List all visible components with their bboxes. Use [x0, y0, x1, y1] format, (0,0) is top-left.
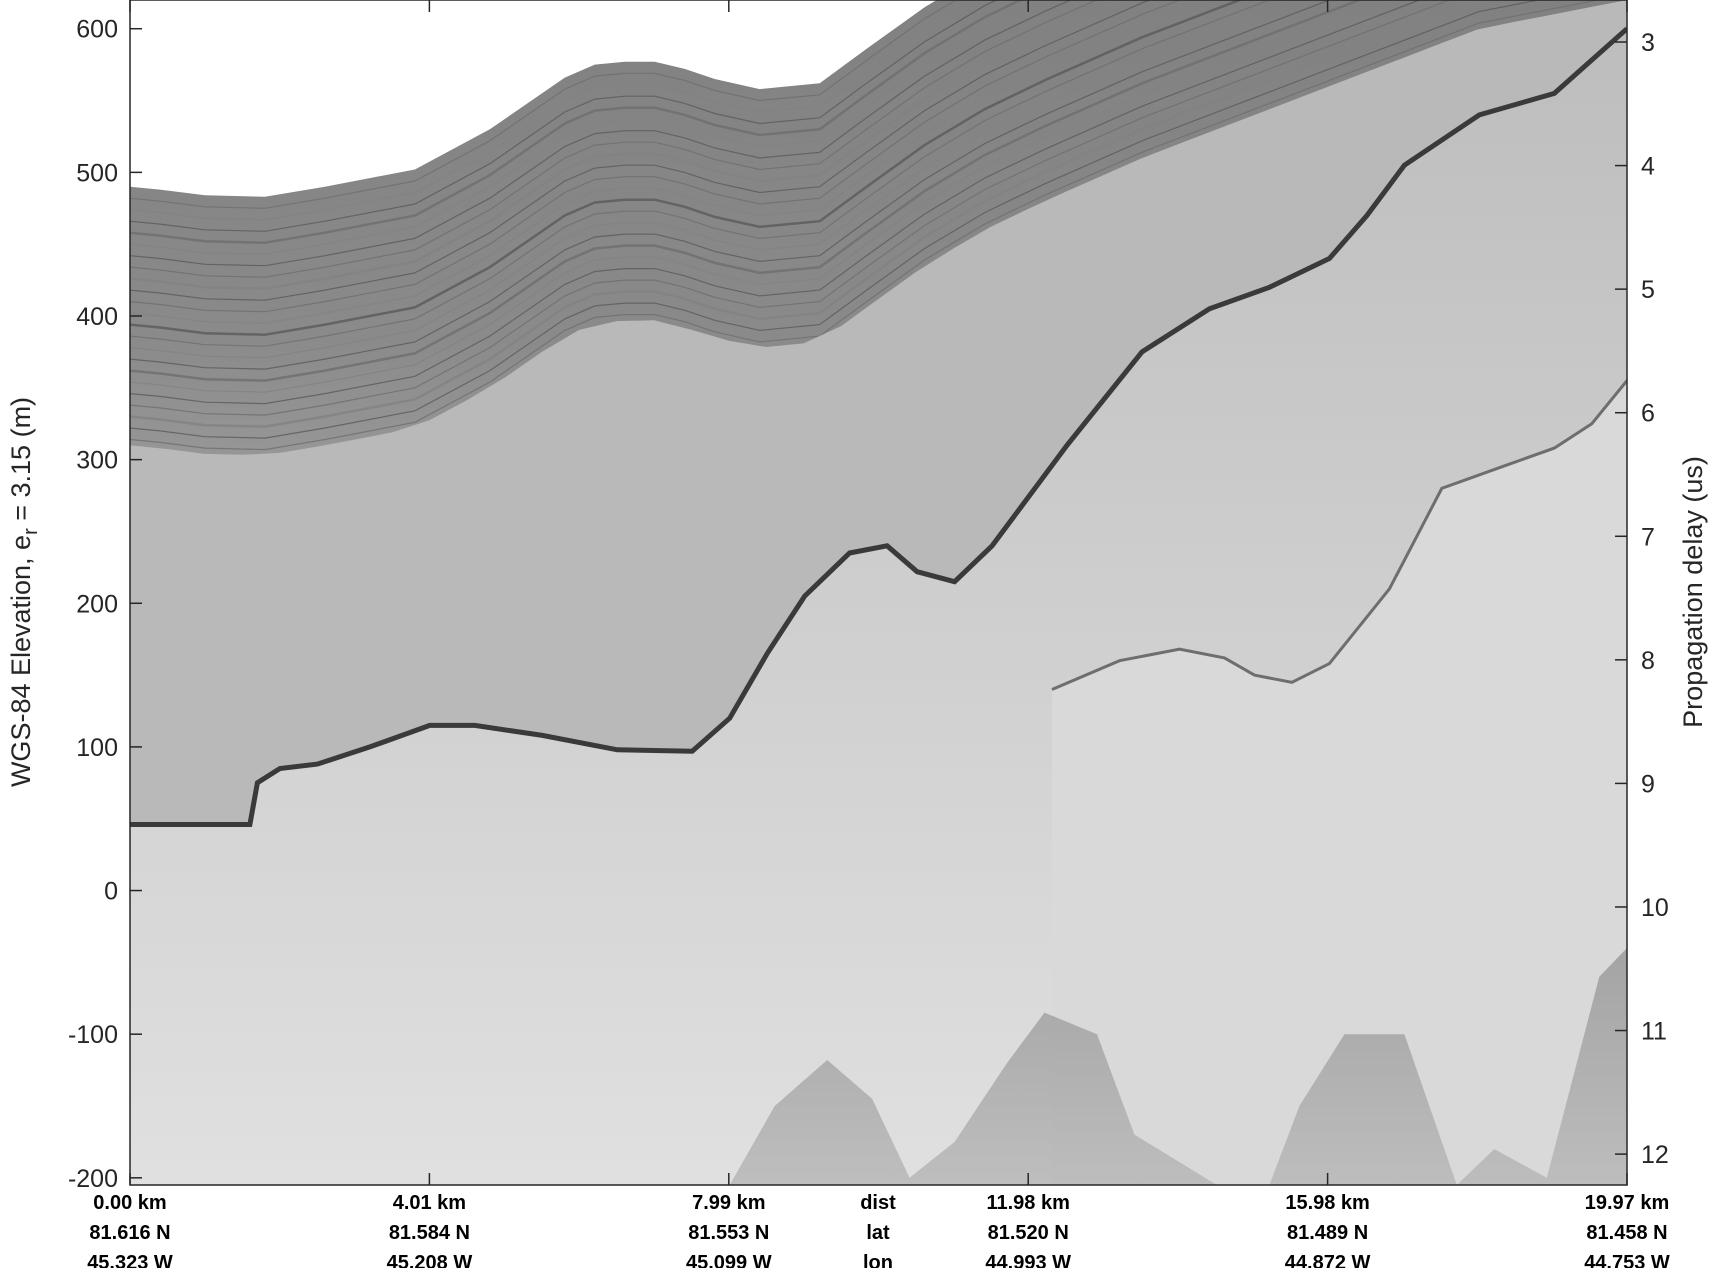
bottom-tick-label: 45.323 W: [87, 1252, 173, 1268]
ice-layer-line: [130, 0, 958, 209]
ice-layer-line: [130, 0, 1486, 428]
ice-layer-line: [130, 0, 1601, 451]
right-tick-label: 11: [1641, 1018, 1667, 1046]
bottom-tick-label: 44.753 W: [1584, 1252, 1670, 1268]
ice-layer-line: [130, 0, 1451, 416]
bottom-tick-label: 81.520 N: [988, 1222, 1069, 1244]
bottom-tick-label: 7.99 km: [692, 1192, 765, 1214]
right-tick-label: 7: [1641, 523, 1655, 551]
ice-layer-line: [130, 0, 1126, 290]
bottom-tick-label: 0.00 km: [93, 1192, 166, 1214]
ice-layer-line: [130, 0, 977, 221]
bottom-tick-label: 81.553 N: [688, 1222, 769, 1244]
bottom-tick-label: 81.458 N: [1586, 1222, 1667, 1244]
below-internal-layer-fill: [1052, 380, 1627, 1185]
bottom-tick-label: 4.01 km: [393, 1192, 466, 1214]
right-tick-label: 12: [1641, 1141, 1669, 1169]
left-y-axis: -200 -100 0 100 200 300 400 500 600: [68, 16, 142, 1193]
right-tick-label: 8: [1641, 647, 1655, 675]
bottom-tick-label: 81.584 N: [389, 1222, 470, 1244]
left-tick-label: 0: [104, 878, 118, 906]
bottom-row-caption: dist: [860, 1192, 896, 1214]
ice-layer-line: [130, 0, 1421, 405]
bottom-tick-label: 44.993 W: [985, 1252, 1071, 1268]
ice-layer-line: [130, 0, 1099, 278]
ice-layer-line: [130, 0, 1182, 313]
right-y-axis-title: Propagation delay (us): [1678, 456, 1708, 728]
ice-layer-line: [130, 0, 1301, 359]
left-tick-label: -100: [68, 1021, 118, 1049]
ice-layer-line: [130, 0, 1152, 301]
left-tick-label: -200: [68, 1165, 118, 1193]
right-tick-label: 3: [1641, 29, 1655, 57]
deep-reflector-fill: [729, 948, 1627, 1185]
ice-mid-fill: [130, 0, 1627, 825]
right-tick-label: 5: [1641, 276, 1655, 304]
internal-layer-line: [1051, 379, 1627, 691]
bed-reflector-line: [130, 26, 1627, 827]
bottom-tick-label: 19.97 km: [1585, 1192, 1670, 1214]
ice-layer-line: [130, 0, 998, 232]
bottom-tick-label: 45.208 W: [387, 1252, 473, 1268]
ice-layer-line: [130, 0, 1271, 347]
left-tick-label: 100: [76, 734, 118, 762]
bottom-tick-label: 81.489 N: [1287, 1222, 1368, 1244]
bottom-row-caption: lon: [863, 1252, 893, 1268]
ice-layer-line: [130, 0, 1542, 439]
right-tick-label: 4: [1641, 153, 1655, 181]
ice-layer-line: [130, 0, 1392, 393]
ice-layer-line: [130, 0, 1072, 267]
ice-layer-line: [130, 0, 1363, 382]
left-y-axis-title: WGS-84 Elevation, er = 3.15 (m): [6, 397, 42, 787]
ice-layer-line: [130, 0, 1024, 244]
bottom-row-caption: lat: [866, 1222, 890, 1244]
ice-layer-line: [130, 0, 1046, 255]
bottom-tick-label: 44.872 W: [1285, 1252, 1371, 1268]
left-tick-label: 500: [76, 159, 118, 187]
right-tick-label: 9: [1641, 770, 1655, 798]
bottom-tick-label: 45.099 W: [686, 1252, 772, 1268]
plot-frame: [129, 0, 1628, 1186]
ice-layer-line: [130, 0, 1331, 370]
left-tick-label: 200: [76, 590, 118, 618]
ice-layer-line: [130, 0, 1243, 336]
right-y-axis: 3 4 5 6 7 8 9 10 11 12: [1615, 29, 1669, 1169]
ice-layer-line: [130, 0, 1212, 324]
right-tick-label: 6: [1641, 400, 1655, 428]
left-tick-label: 300: [76, 447, 118, 475]
left-tick-label: 600: [76, 16, 118, 44]
left-tick-label: 400: [76, 303, 118, 331]
ice-layer-lines: [130, 0, 1601, 451]
bottom-tick-label: 11.98 km: [986, 1192, 1069, 1214]
bottom-tick-label: 15.98 km: [1285, 1192, 1370, 1214]
bottom-tick-label: 81.616 N: [89, 1222, 170, 1244]
right-tick-label: 10: [1641, 894, 1669, 922]
